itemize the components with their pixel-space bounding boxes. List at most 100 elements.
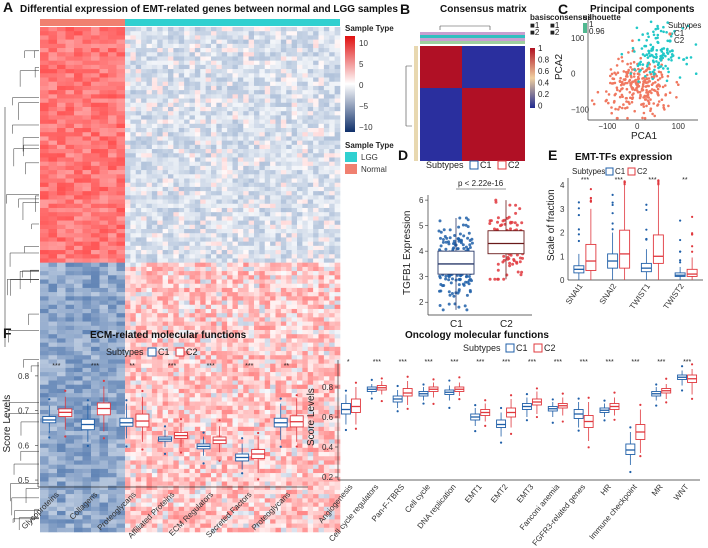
heatmap-cell [173,330,180,335]
heatmap-cell [168,220,174,226]
heatmap-cell [151,73,158,78]
heatmap-cell [307,401,314,407]
heatmap-cell [151,233,158,238]
heatmap-cell [313,359,319,364]
heatmap-cell [200,199,206,205]
heatmap-cell [74,195,83,200]
heatmap-cell [264,262,271,268]
heatmap-cell [108,245,117,251]
heatmap-cell [130,330,137,335]
heatmap-cell [329,338,335,343]
heatmap-cell [157,351,163,356]
heatmap-cell [286,338,292,343]
heatmap-cell [243,119,249,125]
heatmap-cell [329,313,335,318]
heatmap-cell [91,119,100,125]
heatmap-cell [280,115,287,120]
heatmap-cell [211,132,217,137]
heatmap-cell [130,401,137,407]
heatmap-cell [227,325,233,331]
heatmap-cell [280,195,287,200]
heatmap-cell [264,409,271,415]
heatmap-cell [189,136,196,141]
heatmap-cell [74,102,83,108]
heatmap-cell [323,216,330,221]
heatmap-cell [162,426,169,432]
heatmap-cell [227,254,233,259]
heatmap-cell [189,325,196,331]
heatmap-cell [313,43,319,49]
heatmap-cell [173,266,180,272]
heatmap-cell [151,279,158,285]
heatmap-cell [329,325,335,331]
heatmap-cell [168,229,174,234]
heatmap-cell [286,292,292,297]
heatmap-cell [151,304,158,310]
heatmap-cell [157,203,163,209]
heatmap-cell [291,237,298,242]
heatmap-cell [74,27,83,32]
heatmap-cell [48,186,58,192]
heatmap-cell [82,102,92,108]
heatmap-cell [302,250,309,255]
heatmap-cell [313,52,319,57]
heatmap-cell [302,199,309,205]
heatmap-cell [125,178,131,184]
heatmap-cell [275,48,282,53]
heatmap-cell [205,338,212,343]
heatmap-cell [254,405,260,411]
heatmap-cell [297,132,303,137]
heatmap-cell [297,144,303,150]
heatmap-cell [243,27,249,32]
heatmap-cell [141,170,147,175]
heatmap-cell [48,229,58,234]
heatmap-cell [237,182,244,188]
heatmap-cell [40,372,49,377]
heatmap-cell [237,271,244,276]
heatmap-cell [232,115,239,120]
heatmap-cell [270,195,276,200]
heatmap-cell [48,174,58,179]
heatmap-cell [216,241,223,247]
heatmap-cell [259,300,266,306]
heatmap-cell [243,258,249,263]
heatmap-cell [125,292,131,297]
heatmap-cell [264,64,271,70]
heatmap-cell [146,90,153,95]
heatmap-cell [40,380,49,386]
heatmap-cell [323,123,330,129]
heatmap-cell [74,153,83,158]
heatmap-cell [286,279,292,285]
heatmap-cell [211,203,217,209]
heatmap-cell [254,397,260,402]
heatmap-cell [323,241,330,247]
heatmap-cell [40,149,49,154]
heatmap-cell [151,224,158,230]
heatmap-cell [184,212,190,217]
heatmap-cell [270,237,276,242]
heatmap-cell [334,48,341,53]
heatmap-cell [151,35,158,40]
heatmap-cell [286,418,292,423]
heatmap-cell [189,69,196,74]
heatmap-cell [108,144,117,150]
heatmap-cell [297,258,303,263]
heatmap-cell [178,149,185,154]
heatmap-cell [248,308,255,314]
heatmap-cell [318,140,325,146]
heatmap-cell [146,275,153,280]
heatmap-cell [254,401,260,407]
heatmap-cell [48,287,58,293]
heatmap-cell [48,165,58,171]
heatmap-cell [237,283,244,289]
heatmap-cell [318,292,325,297]
heatmap-cell [184,376,190,381]
heatmap-cell [297,397,303,402]
heatmap-cell [135,128,142,133]
heatmap-cell [270,279,276,285]
heatmap-cell [264,178,271,184]
heatmap-cell [116,229,126,234]
heatmap-cell [162,161,169,167]
heatmap-cell [151,405,158,411]
heatmap-cell [162,136,169,141]
